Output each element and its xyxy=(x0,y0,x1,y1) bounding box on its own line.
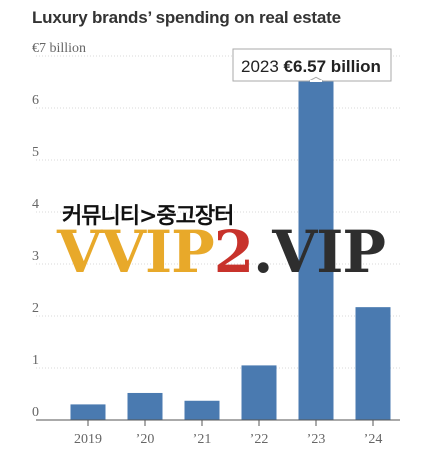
watermark-part-vvip: VVIP xyxy=(57,218,215,286)
bar xyxy=(355,307,391,420)
x-tick-label: ’20 xyxy=(136,432,155,447)
x-tick-label: ’21 xyxy=(193,432,212,447)
bar xyxy=(127,392,163,420)
x-tick-label: ’22 xyxy=(250,432,269,447)
y-tick-label: 3 xyxy=(32,249,39,264)
annotation-year: 2023 xyxy=(241,57,284,76)
annotation-value: €6.57 billion xyxy=(284,57,381,76)
bar xyxy=(241,365,277,420)
y-tick-label: 4 xyxy=(32,197,39,212)
y-tick-label: 2 xyxy=(32,301,39,316)
watermark-logo: VVIP2.VIP xyxy=(57,218,386,286)
watermark-subtitle: 커뮤니티>중고장터 xyxy=(62,204,234,229)
watermark-part-2: 2 xyxy=(213,218,254,286)
watermark-part-vip: .VIP xyxy=(253,218,386,286)
x-tick-label: ’23 xyxy=(307,432,326,447)
chart-title: Luxury brands’ spending on real estate xyxy=(32,8,341,27)
y-tick-label: 0 xyxy=(32,405,39,420)
x-tick-label: 2019 xyxy=(74,432,102,447)
y-tick-label: 1 xyxy=(32,353,39,368)
y-tick-label: 6 xyxy=(32,93,39,108)
bar xyxy=(184,400,220,420)
x-tick-label: ’24 xyxy=(364,432,383,447)
annotation-label: 2023 €6.57 billion xyxy=(241,57,381,76)
bar xyxy=(70,404,106,420)
y-tick-label: €7 billion xyxy=(32,41,86,56)
bar xyxy=(298,78,334,421)
y-tick-label: 5 xyxy=(32,145,39,160)
